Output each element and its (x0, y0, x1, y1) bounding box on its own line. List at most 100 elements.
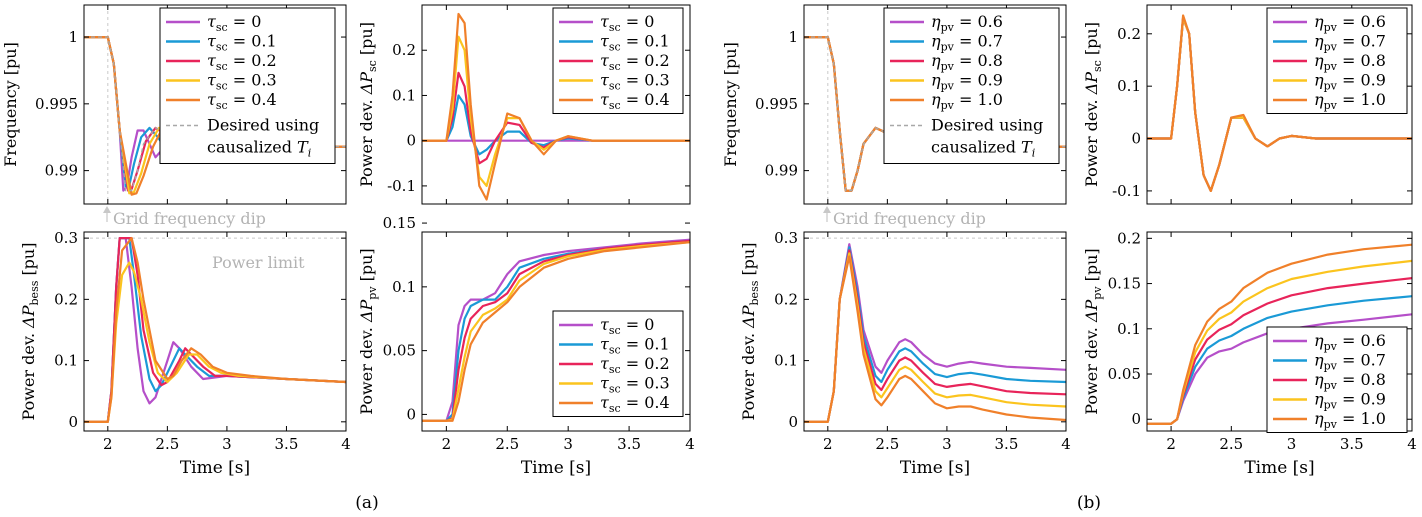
legend-label: τsc = 0.4 (207, 90, 277, 112)
y-tick-label: 0 (406, 132, 416, 150)
series-line-4 (422, 12, 690, 201)
legend-label: τsc = 0.2 (600, 354, 670, 376)
caption-b: (b) (1077, 493, 1101, 513)
legend-label: ηpv = 0.7 (931, 32, 1003, 54)
y-tick-label: 0.99 (765, 162, 798, 180)
x-tick-label: 2.5 (875, 435, 899, 453)
y-tick-label: 0.2 (54, 290, 78, 308)
x-tick-label: 2.5 (155, 435, 179, 453)
legend-label: ηpv = 0.6 (931, 12, 1003, 34)
caption-a: (a) (355, 493, 378, 513)
y-axis-label: Power dev. ΔPbess [pu] (739, 243, 761, 421)
legend-label: τsc = 0.3 (600, 71, 670, 93)
axes-box (803, 231, 1067, 432)
x-tick-label: 2.5 (1219, 435, 1243, 453)
series-group (422, 12, 690, 201)
x-tick-label: 4 (1407, 435, 1417, 453)
legend-label: ηpv = 0.8 (1314, 370, 1386, 392)
series-line-desired (804, 36, 1066, 192)
series-line-2 (804, 249, 1066, 423)
x-tick-label: 2 (442, 435, 452, 453)
legend-desired-label: Desired using (207, 116, 319, 135)
y-tick-label: 0.995 (755, 95, 798, 113)
series-group (1147, 14, 1412, 192)
legend-label: ηpv = 1.0 (1314, 409, 1386, 431)
y-axis-label: Power dev. ΔPpv [pu] (357, 248, 379, 414)
series-line-4 (1147, 243, 1412, 425)
x-tick-label: 2 (823, 435, 833, 453)
x-tick-label: 3.5 (995, 435, 1019, 453)
legend-label: τsc = 0.3 (600, 374, 670, 396)
y-tick-label: 0 (68, 413, 78, 431)
legend-label: ηpv = 0.8 (931, 51, 1003, 73)
legend-box (883, 7, 1060, 164)
series-line-3 (84, 261, 346, 423)
axes-box (83, 231, 347, 432)
x-tick-label: 3 (942, 435, 952, 453)
axes-box (1146, 4, 1413, 205)
x-tick-label: 4 (341, 435, 351, 453)
legend-label: ηpv = 0.9 (931, 71, 1003, 93)
y-axis-label: Power dev. ΔPsc [pu] (357, 22, 379, 187)
y-tick-label: 0 (1131, 130, 1141, 148)
y-tick-label: 0.2 (1117, 25, 1141, 43)
y-tick-label: 1 (68, 28, 78, 46)
grid-dip-annotation-b: Grid frequency dip (823, 206, 986, 228)
legend-label: ηpv = 0.9 (1314, 390, 1386, 412)
y-tick-label: 0.1 (54, 352, 78, 370)
y-tick-label: 0.99 (45, 162, 78, 180)
y-tick-label: 0.15 (1108, 275, 1141, 293)
axes-box (83, 4, 347, 205)
legend-label: ηpv = 0.7 (1314, 32, 1386, 54)
series-group (1147, 243, 1412, 425)
y-tick-label: 0.3 (774, 229, 798, 247)
x-axis-label: Time [s] (1244, 458, 1314, 478)
series-line-4 (804, 255, 1066, 423)
y-axis-label: Frequency [pu] (721, 42, 740, 167)
x-axis-label: Time [s] (180, 458, 250, 478)
series-line-4 (1147, 14, 1412, 192)
x-tick-label: 3.5 (617, 435, 641, 453)
legend-desired-label-2: causalized Ti (207, 138, 311, 160)
legend-box (159, 7, 336, 164)
grid-dip-label: Grid frequency dip (833, 209, 986, 228)
series-line-4 (84, 237, 346, 423)
dip-arrow-head (103, 206, 111, 213)
panel-b_pbess: 2 2.5 3 3.5 4 0.3 0.2 0.1 0 Power dev. ΔPbess [pu… (739, 229, 1071, 478)
legend-label: τsc = 0.3 (207, 71, 277, 93)
series-line-2 (422, 239, 690, 422)
legend-label: ηpv = 1.0 (1314, 90, 1386, 112)
grid-dip-annotation-a: Grid frequency dip (103, 206, 266, 228)
x-tick-label: 3.5 (1340, 435, 1364, 453)
series-line-2 (84, 237, 346, 423)
x-tick-label: 2.5 (495, 435, 519, 453)
grid-dip-label: Grid frequency dip (113, 209, 266, 228)
x-tick-label: 4 (685, 435, 695, 453)
series-line-4 (422, 241, 690, 422)
legend-label: τsc = 0.1 (600, 335, 670, 357)
series-line-0 (804, 243, 1066, 423)
series-line-0 (422, 238, 690, 422)
x-axis-label: Time [s] (900, 458, 970, 478)
x-tick-label: 4 (1061, 435, 1071, 453)
panel-a_pbess: 2 2.5 3 3.5 4 0.3 0.2 0.1 0 Power dev. ΔPbess [pu… (19, 229, 351, 478)
legend-label: ηpv = 0.8 (1314, 51, 1386, 73)
legend-label: τsc = 0.4 (600, 90, 670, 112)
y-tick-label: 0.2 (774, 290, 798, 308)
dip-arrow-head (823, 206, 831, 213)
y-tick-label: 0 (788, 413, 798, 431)
y-tick-label: 0.3 (54, 229, 78, 247)
y-axis-label: Frequency [pu] (1, 42, 20, 167)
y-axis-label: Power dev. ΔPpv [pu] (1082, 248, 1104, 414)
x-tick-label: 3 (1287, 435, 1297, 453)
x-tick-label: 3.5 (275, 435, 299, 453)
series-line-3 (422, 241, 690, 422)
x-axis-label: Time [s] (521, 458, 591, 478)
y-tick-label: 0.05 (383, 342, 416, 360)
legend-label: τsc = 0.2 (207, 51, 277, 73)
